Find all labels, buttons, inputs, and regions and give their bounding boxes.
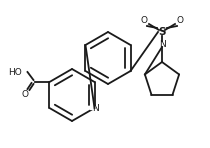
Text: O: O (140, 16, 147, 25)
Text: S: S (158, 27, 166, 37)
Text: N: N (92, 103, 99, 112)
Text: N: N (159, 40, 165, 49)
Text: O: O (176, 16, 184, 25)
Text: HO: HO (8, 67, 21, 77)
Text: O: O (22, 90, 29, 99)
